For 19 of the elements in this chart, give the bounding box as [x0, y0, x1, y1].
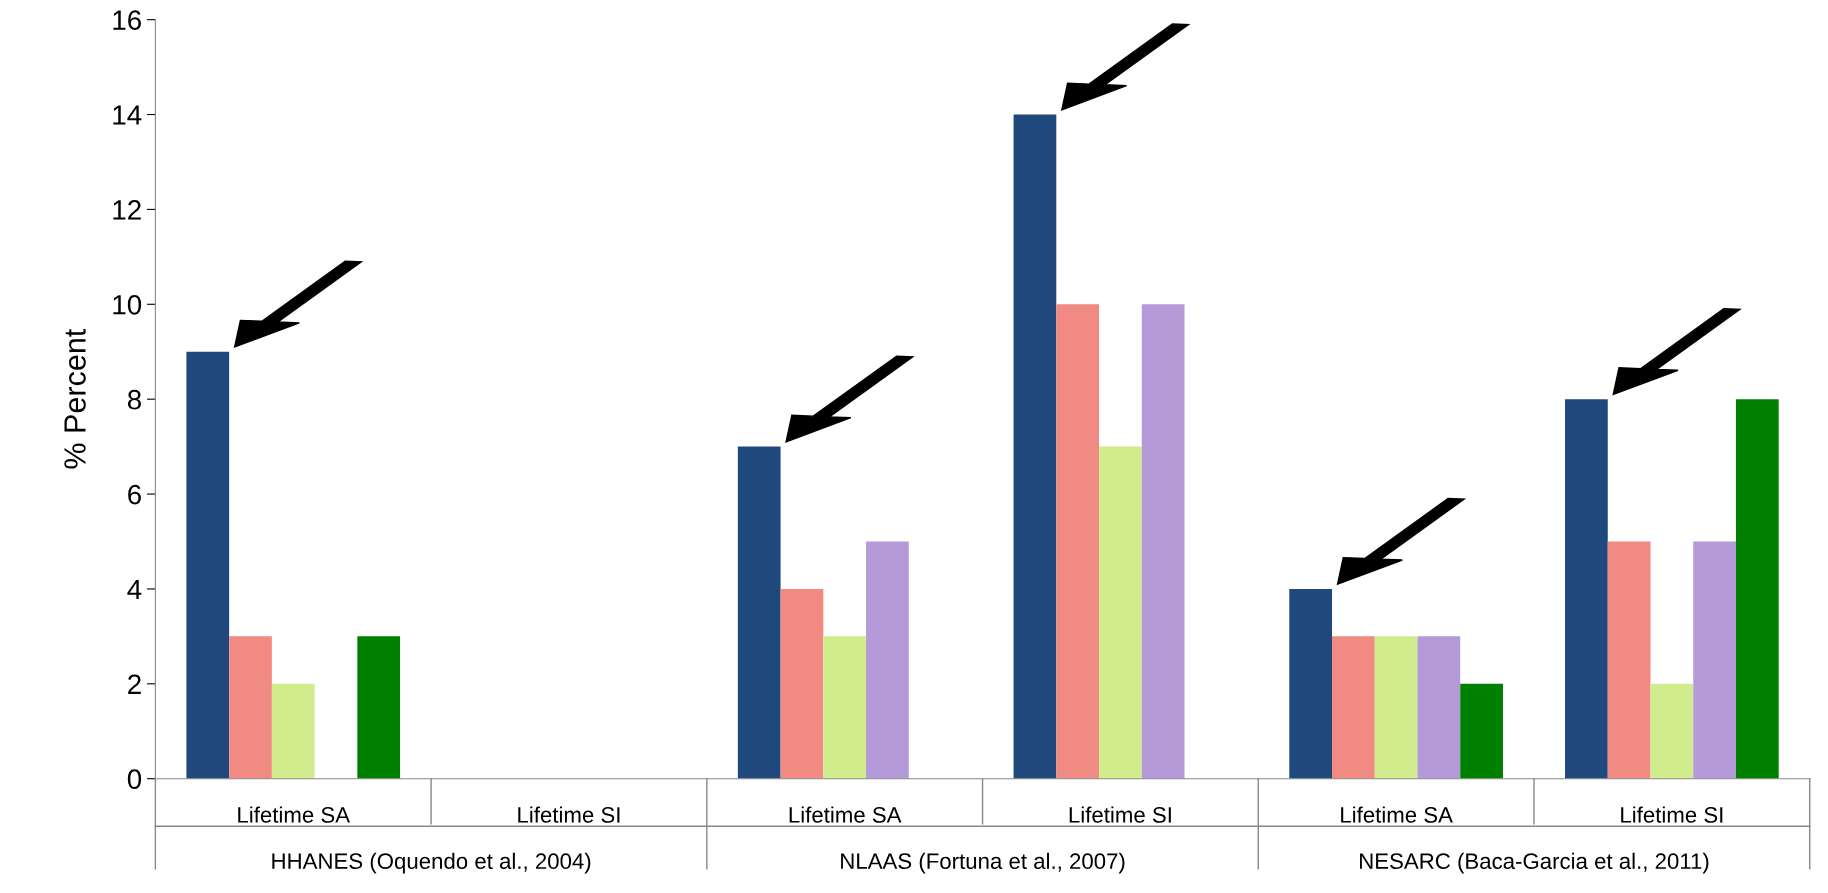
x-tick-label: Lifetime SI	[1069, 806, 1171, 823]
x-tick-label: Lifetime SA	[789, 806, 902, 823]
x-tick-label: Lifetime SA	[238, 806, 351, 823]
text: NESARC (Baca-Garcia et al., 2011)	[1360, 852, 1709, 874]
x-tick-label: Lifetime SI	[1621, 806, 1723, 823]
y-tick-label: 2	[128, 674, 141, 694]
y-tick-label: 10	[113, 294, 142, 315]
y-tick-label: 6	[128, 484, 141, 505]
y-tick-label: 8	[127, 389, 141, 410]
text: NLAAS (Fortuna et al., 2007)	[841, 852, 1125, 874]
x-tick-label: Lifetime SA	[1341, 806, 1453, 823]
text: HHANES (Oquendo et al., 2004)	[272, 852, 591, 874]
y-axis-title: % Percent	[64, 328, 86, 469]
y-tick-label: 14	[113, 105, 142, 125]
y-tick-label: 16	[113, 10, 141, 30]
x-tick-label: Lifetime SI	[518, 806, 620, 823]
y-tick-label: 12	[113, 200, 141, 220]
y-tick-label: 4	[127, 579, 142, 599]
y-tick-label: 0	[127, 769, 142, 790]
